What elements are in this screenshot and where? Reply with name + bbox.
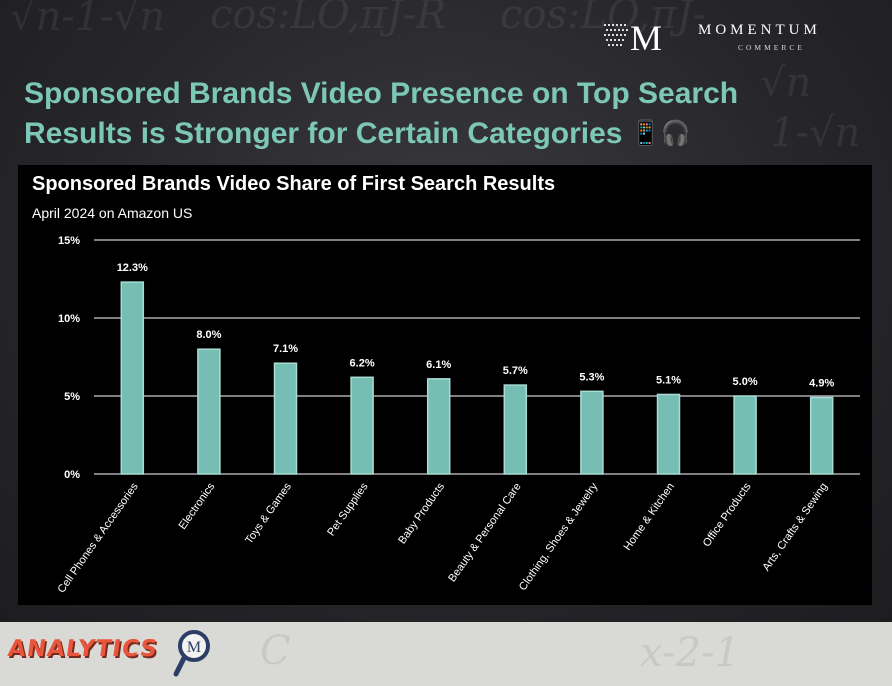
- bar: [503, 384, 528, 475]
- y-tick-label: 15%: [58, 235, 80, 247]
- svg-text:M: M: [187, 639, 201, 656]
- x-tick-label: Pet Supplies: [325, 480, 371, 538]
- data-label: 5.3%: [579, 371, 604, 383]
- phone-headphones-icon: 📱🎧: [630, 120, 691, 147]
- bar-chart: 0% 5% 10% 15% 12.3% Cell Phones & Accessories…: [56, 235, 860, 595]
- bar: [656, 393, 681, 475]
- bar: [197, 348, 221, 475]
- magnifier-icon: M: [173, 630, 210, 677]
- momentum-commerce-logo: M MOMENTUM COMMERCE: [602, 18, 862, 58]
- bar: [120, 281, 145, 475]
- x-tick-label: Arts, Crafts & Sewing: [760, 481, 830, 574]
- background-formula: cos:LO,πJ-: [500, 0, 707, 38]
- analytics-logo: ANALYTICS: [6, 636, 160, 662]
- bar: [350, 376, 374, 475]
- bar: [580, 390, 604, 475]
- bar: [809, 396, 834, 475]
- chart-panel: Sponsored Brands Video Share of First Se…: [18, 165, 872, 605]
- x-tick-label: Cell Phones & Accessories: [56, 480, 142, 595]
- svg-text:M: M: [630, 18, 662, 54]
- x-tick-label: Office Products: [701, 480, 754, 549]
- background-formula: x-2-1: [640, 630, 740, 676]
- bar: [273, 362, 298, 475]
- x-tick-label: Toys & Games: [243, 480, 294, 546]
- page-headline: Sponsored Brands Video Presence on Top S…: [24, 74, 864, 154]
- chart-title: Sponsored Brands Video Share of First Se…: [32, 173, 556, 195]
- bar: [733, 395, 757, 475]
- headline-line-2: Results is Stronger for Certain Categori…: [24, 117, 623, 150]
- footer-bar: C x-2-1 ANALYTICS M: [0, 622, 892, 686]
- bar: [426, 378, 451, 475]
- brand-name: MOMENTUM: [698, 22, 821, 38]
- brand-subtitle: COMMERCE: [738, 43, 805, 52]
- y-tick-label: 0%: [64, 469, 80, 481]
- background-formula: cos:LO,πJ-R: [210, 0, 447, 38]
- data-label: 7.1%: [273, 343, 298, 355]
- background-formula: √n-1-√n: [10, 0, 165, 40]
- background-formula: 1-√n: [770, 110, 861, 156]
- x-tick-label: Clothing, Shoes & Jewelry: [517, 480, 601, 592]
- headline-line-1: Sponsored Brands Video Presence on Top S…: [24, 77, 739, 110]
- x-tick-label: Home & Kitchen: [622, 481, 677, 553]
- y-tick-label: 5%: [64, 391, 80, 403]
- data-label: 8.0%: [196, 329, 221, 341]
- data-label: 5.0%: [733, 376, 758, 388]
- y-tick-label: 10%: [58, 313, 80, 325]
- data-label: 5.1%: [656, 374, 681, 386]
- data-label: 12.3%: [117, 262, 148, 274]
- momentum-monogram-icon: M: [604, 18, 662, 54]
- background-formula: √n: [760, 60, 812, 106]
- data-label: 4.9%: [809, 378, 834, 390]
- chart-subtitle: April 2024 on Amazon US: [32, 205, 193, 221]
- data-label: 6.1%: [426, 359, 451, 371]
- background-formula: C: [260, 628, 291, 674]
- x-tick-label: Baby Products: [396, 480, 447, 546]
- data-label: 6.2%: [350, 357, 375, 369]
- x-tick-label: Electronics: [177, 480, 218, 531]
- data-label: 5.7%: [503, 365, 528, 377]
- x-tick-label: Beauty & Personal Care: [446, 481, 524, 585]
